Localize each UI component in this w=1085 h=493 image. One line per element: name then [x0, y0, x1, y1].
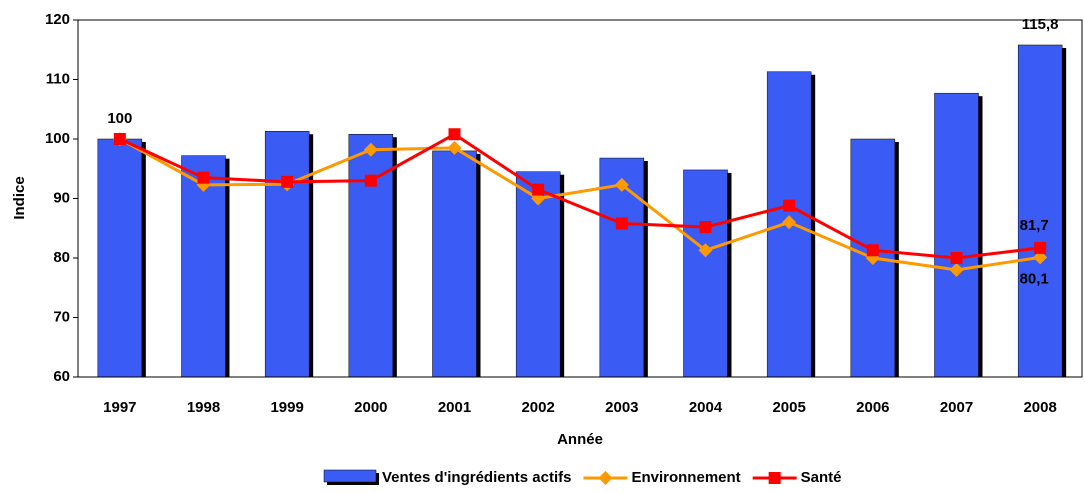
x-tick-label: 1999 — [270, 399, 303, 416]
data-label: 81,7 — [1020, 217, 1049, 234]
legend-label: Environnement — [631, 469, 740, 486]
line — [119, 132, 1041, 260]
bar — [1017, 44, 1063, 378]
marker — [448, 128, 461, 141]
x-tick-label: 2004 — [689, 399, 723, 416]
y-tick-label: 120 — [45, 11, 70, 28]
legend-label: Santé — [801, 469, 842, 486]
marker — [532, 183, 545, 196]
x-tick-label: 2003 — [605, 399, 638, 416]
data-label: 100 — [107, 110, 132, 127]
marker — [783, 199, 796, 212]
y-tick-label: 90 — [53, 189, 70, 206]
x-tick-label: 2000 — [354, 399, 387, 416]
marker — [447, 140, 462, 155]
marker — [782, 215, 797, 230]
legend-swatch — [598, 471, 613, 485]
x-axis-title: Année — [557, 431, 603, 448]
bar — [181, 155, 226, 378]
marker — [281, 175, 294, 188]
legend-swatch — [323, 469, 377, 483]
legend-swatch — [768, 472, 781, 484]
x-tick-label: 2008 — [1023, 399, 1056, 416]
marker — [949, 262, 964, 277]
bar — [264, 131, 310, 378]
marker — [364, 174, 377, 187]
marker — [197, 171, 210, 184]
legend-label: Ventes d'ingrédients actifs — [382, 469, 571, 486]
y-tick-label: 70 — [53, 308, 70, 325]
marker — [1033, 250, 1048, 265]
x-tick-label: 2002 — [521, 399, 554, 416]
x-tick-label: 2006 — [856, 399, 889, 416]
bar — [432, 150, 477, 378]
y-axis-title: Indice — [11, 176, 28, 219]
marker — [113, 133, 126, 145]
data-label: 115,8 — [1022, 16, 1059, 33]
marker — [1034, 241, 1047, 254]
x-tick-label: 1997 — [103, 399, 136, 416]
marker — [615, 217, 628, 230]
y-tick-label: 60 — [53, 368, 70, 385]
marker — [950, 252, 963, 264]
x-tick-label: 2005 — [772, 399, 805, 416]
marker — [866, 244, 879, 257]
bar — [934, 92, 979, 378]
y-tick-label: 100 — [45, 130, 70, 147]
x-tick-label: 2007 — [940, 399, 973, 416]
marker — [363, 142, 378, 157]
y-tick-label: 110 — [46, 70, 70, 87]
marker — [614, 177, 629, 192]
x-tick-label: 2001 — [438, 399, 471, 416]
plot-border — [77, 19, 1083, 378]
line — [119, 137, 1041, 272]
marker — [698, 243, 713, 258]
bar — [683, 169, 728, 378]
x-tick-label: 1998 — [187, 399, 220, 416]
y-tick-label: 80 — [53, 249, 70, 266]
marker — [699, 221, 712, 234]
data-label: 80,1 — [1020, 270, 1049, 287]
bar — [97, 138, 143, 378]
